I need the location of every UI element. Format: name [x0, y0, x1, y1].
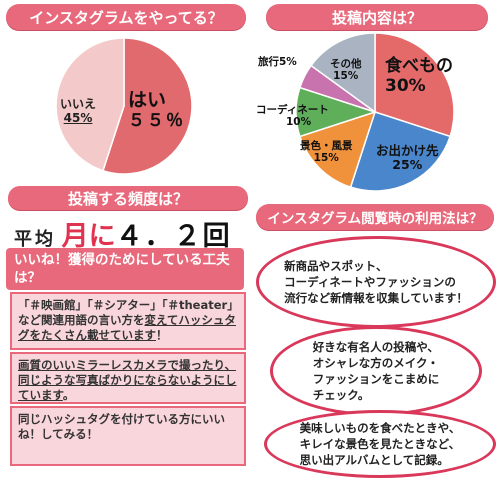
banner-instagram-usage: インスタグラムをやってる？ [6, 4, 246, 30]
frequency-value: 平均 月に４．２回 [14, 214, 232, 253]
pie2-label-food-name: 食べもの [385, 56, 453, 76]
tips-header: いいね！獲得のためにしている工夫は？ [6, 248, 244, 290]
pie2-slice-2 [349, 111, 452, 192]
pie1-label-no-name: いいえ [60, 97, 97, 111]
banner-browse-usage: インスタグラム閲覧時の利用法は？ [256, 204, 494, 230]
tip-item-3: 同じハッシュタグを付けている方にいいね！してみる！ [10, 406, 246, 466]
banner-post-content-text: 投稿内容は？ [331, 8, 422, 27]
banner-frequency-text: 投稿する頻度は？ [67, 189, 188, 208]
frequency-number: ４．２回 [115, 221, 232, 252]
usage-bubble-3-text: 美味しいものを食べたときや、 キレイな景色を見たときなど、 思い出アルバムとして… [299, 421, 461, 467]
tip-item-1-pre: 「＃映画館」「＃シアター」「＃theater」など関連用語の言い方を [18, 298, 233, 327]
pie-chart-instagram-use [55, 37, 193, 175]
tip-item-3-pre: 同じハッシュタグを付けている方にいいね！してみる！ [18, 412, 225, 441]
pie2-label-scenery-name: 景色・風景 [300, 140, 353, 152]
pie2-label-travel: 旅行5% [258, 56, 297, 68]
pie2-slice-6 [310, 32, 376, 114]
pie2-label-coordinate: コーディネート 10% [256, 104, 329, 128]
tip-item-2-em: 画質のいいミラーレスカメラで撮ったり、同じような写真ばかりにならないようにしてい… [18, 358, 237, 402]
pie1-label-yes-pct: ５５％ [128, 110, 185, 131]
tip-item-1: 「＃映画館」「＃シアター」「＃theater」など関連用語の言い方を変えてハッシ… [10, 292, 246, 350]
banner-post-content: 投稿内容は？ [266, 4, 488, 30]
pie2-label-food-pct: 30% [385, 75, 426, 96]
pie1-label-no: いいえ 45% [60, 97, 97, 126]
pie2-label-coordinate-pct: 10% [286, 116, 312, 129]
pie-chart-post-content [295, 32, 455, 192]
pie2-label-other-name: その他 [330, 58, 362, 70]
banner-instagram-usage-text: インスタグラムをやってる？ [29, 8, 223, 27]
tips-header-text: いいね！獲得のためにしている工夫は？ [14, 252, 230, 286]
pie2-label-outing: お出かけ先 25% [376, 143, 439, 173]
usage-bubble-2-text: 好きな有名人の投稿や、 オシャレな方のメイク・ ファッションをこまめに チェック… [312, 340, 440, 402]
pie1-label-no-pct: 45% [63, 110, 93, 125]
usage-bubble-2: 好きな有名人の投稿や、 オシャレな方のメイク・ ファッションをこまめに チェック… [270, 326, 482, 416]
pie2-slice-1 [374, 32, 455, 138]
tip-item-1-em: 変えてハッシュタグをたくさん載せています [18, 313, 236, 342]
pie2-label-other-pct: 15% [333, 70, 359, 83]
pie2-label-travel-name: 旅行 [258, 56, 279, 68]
usage-bubble-3: 美味しいものを食べたときや、 キレイな景色を見たときなど、 思い出アルバムとして… [264, 410, 496, 478]
pie2-label-scenery-pct: 15% [313, 152, 339, 165]
pie2-label-food: 食べもの 30% [385, 56, 453, 96]
tip-item-2-post: 。 [62, 388, 75, 402]
pie2-label-travel-pct: 5% [279, 56, 297, 68]
usage-bubble-1: 新商品やスポット、 コーディネートやファッションの 流行など新情報を収集していま… [256, 236, 496, 328]
banner-browse-usage-text: インスタグラム閲覧時の利用法は？ [267, 211, 483, 227]
pie2-label-scenery: 景色・風景 15% [300, 140, 353, 164]
pie1-slice-2 [55, 37, 125, 172]
banner-frequency: 投稿する頻度は？ [8, 186, 248, 210]
pie1-label-yes: はい ５５％ [128, 89, 185, 131]
pie2-label-other: その他 15% [330, 58, 362, 82]
usage-bubble-1-text: 新商品やスポット、 コーディネートやファッションの 流行など新情報を収集していま… [284, 259, 468, 305]
pie1-slice-1 [102, 37, 193, 175]
pie2-label-outing-pct: 25% [392, 157, 423, 173]
tip-item-1-post: ！ [156, 328, 168, 342]
pie2-label-coordinate-name: コーディネート [256, 104, 329, 116]
frequency-unit: 月に [61, 221, 116, 252]
pie2-label-outing-name: お出かけ先 [376, 143, 439, 158]
tip-item-2: 画質のいいミラーレスカメラで撮ったり、同じような写真ばかりにならないようにしてい… [10, 352, 246, 404]
frequency-prefix: 平均 [14, 229, 56, 250]
pie1-label-yes-name: はい [128, 89, 167, 111]
